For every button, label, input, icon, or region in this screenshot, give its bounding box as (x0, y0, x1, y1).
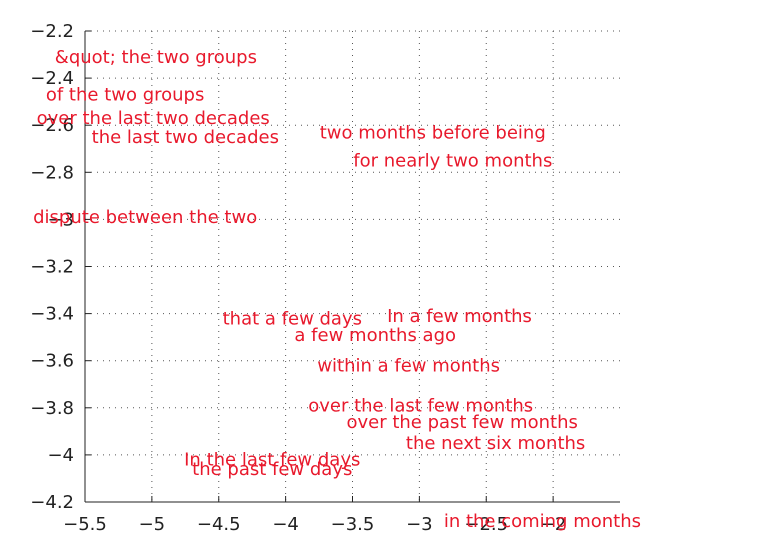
tick-labels: −5.5 −5 −4.5 −4 −3.5 −3 −2.5 −2 −2.2 −2.4 −2.6 −2.8… (30, 21, 566, 535)
x-tick-label: −5 (139, 514, 166, 535)
y-tick-label: −3 (47, 209, 74, 230)
data-point-label: that a few days (223, 308, 362, 329)
data-point-label: &quot; the two groups (55, 47, 257, 68)
x-tick-label: −4 (272, 514, 299, 535)
data-point-label: dispute between the two (33, 207, 257, 228)
data-point-label: of the two groups (46, 85, 205, 106)
data-point-label: In a few months (387, 306, 532, 327)
y-tick-label: −2.2 (30, 21, 74, 42)
data-point-label: for nearly two months (353, 151, 552, 172)
x-tick-label: −2 (540, 514, 567, 535)
y-tick-label: −3.4 (30, 304, 74, 325)
axes (84, 30, 620, 503)
y-tick-label: −2.6 (30, 115, 74, 136)
data-point-label: the next six months (406, 433, 585, 454)
data-point-label: in the coming months (444, 511, 641, 532)
data-point-label: over the last two decades (37, 108, 270, 129)
y-tick-label: −4.2 (30, 492, 74, 513)
data-point-label: over the last few months (308, 395, 533, 416)
x-tick-label: −2.5 (464, 514, 508, 535)
y-tick-label: −2.8 (30, 162, 74, 183)
data-point-label: two months before being (320, 122, 546, 143)
y-tick-label: −3.6 (30, 351, 74, 372)
x-tick-label: −5.5 (63, 514, 107, 535)
x-tick-label: −4.5 (197, 514, 241, 535)
x-tick-label: −3 (406, 514, 433, 535)
data-point-label: In the last few days (184, 450, 360, 471)
data-point-label: within a few months (317, 355, 500, 376)
data-point-label: the last two decades (92, 127, 279, 148)
grid (85, 30, 620, 502)
y-tick-label: −2.4 (30, 68, 74, 89)
data-point-label: over the past few months (346, 412, 577, 433)
y-tick-label: −3.2 (30, 257, 74, 278)
y-tick-label: −4 (47, 445, 74, 466)
y-tick-label: −3.8 (30, 398, 74, 419)
x-tick-label: −3.5 (331, 514, 375, 535)
data-point-label: a few months ago (294, 325, 456, 346)
data-point-label: the past few days (192, 459, 352, 480)
